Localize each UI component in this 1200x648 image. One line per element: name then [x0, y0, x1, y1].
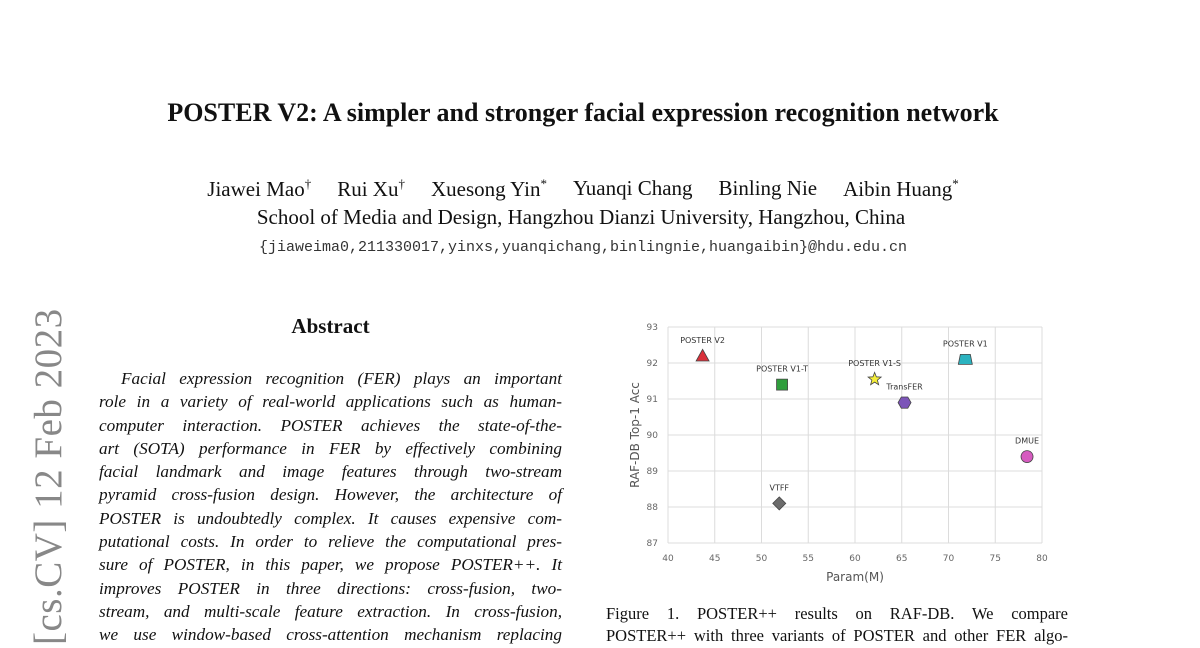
point-label: DMUE: [1015, 437, 1039, 446]
abstract-line: sure of POSTER, in this paper, we propos…: [99, 555, 562, 575]
y-tick-label: 89: [647, 467, 659, 477]
author: Yuanqi Chang: [573, 176, 693, 202]
abstract-heading: Abstract: [291, 314, 370, 338]
abstract-line: POSTER is undoubtedly complex. It causes…: [99, 508, 562, 528]
author: Jiawei Mao†: [207, 176, 311, 202]
caption-line: Figure 1. POSTER++ results on RAF-DB. We…: [606, 604, 1068, 623]
x-tick-label: 45: [709, 554, 720, 564]
scatter-point: [957, 354, 973, 365]
affiliation: School of Media and Design, Hangzhou Dia…: [256, 205, 906, 229]
point-label: VTFF: [769, 483, 789, 492]
y-tick-label: 91: [647, 395, 658, 405]
figure-caption: Figure 1. POSTER++ results on RAF-DB. We…: [606, 603, 1068, 647]
x-tick-label: 40: [662, 554, 674, 564]
x-tick-label: 75: [990, 554, 1001, 564]
author-mark: *: [952, 176, 959, 191]
scatter-point: [897, 396, 912, 409]
x-axis-label: Param(M): [826, 570, 884, 584]
abstract-line: computer interaction. POSTER achieves th…: [99, 415, 562, 435]
y-tick-label: 92: [647, 359, 658, 369]
abstract-body: Facial expression recognition (FER) play…: [99, 367, 562, 647]
author-name: Jiawei Mao: [207, 177, 305, 201]
y-tick-label: 90: [647, 431, 659, 441]
point-label: POSTER V1: [943, 339, 988, 348]
x-tick-label: 50: [756, 554, 768, 564]
abstract-line: stream, and multi-scale feature extracti…: [99, 601, 562, 621]
author-mark: *: [540, 176, 547, 191]
scatter-point: [867, 371, 883, 386]
x-tick-label: 60: [849, 554, 861, 564]
y-axis-label: RAF-DB Top-1 Acc: [628, 382, 642, 488]
author-name: Yuanqi Chang: [572, 176, 693, 200]
figure-chart: 87 88 89 90 91 92 93 40 45 50 55 60 65 70 75 80 Param(M)…: [628, 323, 1048, 584]
abstract-line: role in a variety of real-world applicat…: [99, 392, 562, 412]
y-tick-label: 93: [647, 323, 658, 333]
x-tick-label: 80: [1036, 554, 1048, 564]
author: Xuesong Yin*: [431, 176, 547, 202]
email: {jiaweima0,211330017,yinxs,yuanqichang,b…: [258, 239, 908, 256]
scatter-point: [776, 378, 788, 391]
author: Rui Xu†: [337, 176, 405, 202]
abstract-line: pyramid cross-fusion design. However, th…: [99, 485, 562, 505]
abstract-line: facial landmark and image features throu…: [99, 462, 562, 482]
abstract-line: improves POSTER in three directions: cro…: [99, 578, 562, 598]
x-tick-label: 65: [896, 554, 907, 564]
author-mark: †: [398, 176, 405, 191]
author-name: Binling Nie: [718, 176, 818, 200]
abstract-line: we use window-based cross-attention mech…: [99, 625, 562, 645]
author-name: Aibin Huang: [843, 177, 953, 201]
point-label: POSTER V1-S: [848, 359, 901, 368]
author: Aibin Huang*: [843, 176, 959, 202]
author-mark: †: [304, 176, 312, 191]
scatter-point: [772, 496, 787, 511]
y-tick-label: 87: [647, 539, 658, 549]
arxiv-label: [cs.CV] 12 Feb 2023: [27, 308, 70, 645]
abstract-line: art (SOTA) performance in FER by effecti…: [99, 438, 562, 458]
abstract-line: Facial expression recognition (FER) play…: [121, 369, 562, 388]
y-tick-label: 88: [647, 503, 659, 513]
author-name: Rui Xu: [337, 177, 399, 201]
x-tick-label: 70: [943, 554, 955, 564]
x-tick-label: 55: [803, 554, 814, 564]
abstract-line: putational costs. In order to relieve th…: [99, 532, 562, 552]
scatter-point: [1020, 450, 1034, 464]
scatter-point: [695, 348, 710, 362]
point-label: POSTER V2: [680, 336, 725, 345]
caption-line: POSTER++ with three variants of POSTER a…: [606, 626, 1068, 645]
point-label: TransFER: [885, 383, 923, 392]
point-label: POSTER V1-T: [756, 365, 808, 374]
author-name: Xuesong Yin: [430, 177, 541, 201]
author: Binling Nie: [719, 176, 818, 202]
author-list: Jiawei Mao† Rui Xu† Xuesong Yin* Yuanqi Cha…: [0, 176, 1166, 202]
paper-title: POSTER V2: A simpler and stronger facial…: [167, 98, 999, 127]
